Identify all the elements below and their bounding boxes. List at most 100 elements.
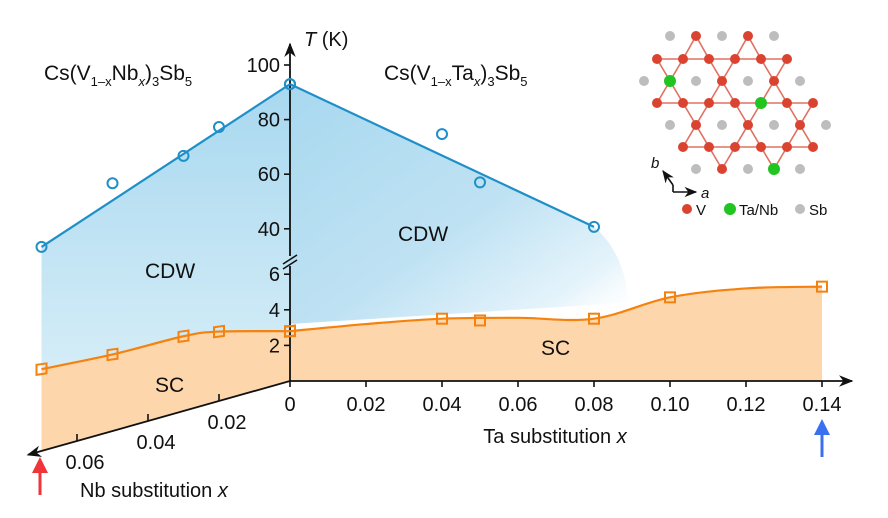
- b-axis-label: b: [651, 155, 659, 172]
- v-atom: [808, 98, 818, 108]
- axes: 40 60 80 100 2 4 6 T (K) 0 0.02 0.04 0.06 0.08 0.10 0.…: [26, 29, 854, 502]
- nb-tick-label: 0.02: [208, 412, 247, 434]
- nb-axis-title: Nb substitution x: [80, 480, 229, 502]
- sb-atom: [717, 120, 727, 130]
- sc-data-point: [35, 362, 48, 376]
- cdw-data-point: [436, 128, 448, 141]
- y-axis-title: T (K): [304, 29, 348, 51]
- v-atom: [691, 31, 701, 41]
- cdw-data-point: [284, 78, 296, 91]
- compound-label-nb: Cs(V1–xNbx)3Sb5: [44, 62, 192, 89]
- ta-tick-label: 0.08: [575, 394, 614, 416]
- sb-atom: [639, 76, 649, 86]
- y-tick-label: 40: [258, 219, 280, 241]
- sc-data-point: [664, 291, 676, 304]
- arrow-head: [32, 457, 48, 473]
- ta-tick-label: 0.06: [499, 394, 538, 416]
- sb-atom: [691, 164, 701, 174]
- cdw-line-ta: [289, 83, 595, 228]
- legend-swatch: [724, 203, 736, 215]
- y-tick-label: 6: [269, 264, 280, 286]
- a-axis-label: a: [701, 185, 709, 202]
- ta-tick-label: 0.04: [423, 394, 462, 416]
- axis-break-mark: [282, 259, 298, 270]
- sb-atom: [769, 120, 779, 130]
- v-atom: [717, 164, 727, 174]
- sc-data-point: [213, 324, 225, 339]
- ta-sample-arrow: [814, 419, 830, 457]
- sb-atom: [795, 76, 805, 86]
- sb-atom: [821, 120, 831, 130]
- ta-tick-label: 0.10: [651, 394, 690, 416]
- ta-nb-atom: [664, 75, 676, 87]
- b-axis-arrow: [662, 169, 674, 186]
- sc-data-point: [284, 325, 296, 338]
- y-tick-label: 60: [258, 164, 280, 186]
- ta-axis-title: Ta substitution x: [483, 426, 627, 448]
- sc-data-point: [474, 314, 486, 327]
- v-atom: [743, 120, 753, 130]
- cdw-region-ta: [290, 84, 629, 325]
- sc-line-nb: [41, 329, 291, 371]
- legend-swatch: [682, 204, 692, 214]
- region-label-sc-ta: SC: [541, 337, 570, 360]
- chart-labels: CDW CDW SC SC Cs(V1–xNbx)3Sb5 Cs(V1–xTax)3Sb5: [44, 62, 570, 397]
- v-atom: [691, 120, 701, 130]
- sc-region-nb: [41, 331, 290, 451]
- v-atom: [730, 142, 740, 152]
- legend-swatch: [795, 204, 805, 214]
- cdw-data-point: [213, 121, 225, 134]
- v-atom: [795, 120, 805, 130]
- legend-label: V: [696, 202, 706, 219]
- v-atom: [704, 142, 714, 152]
- sb-atom: [691, 76, 701, 86]
- sc-region-ta: [290, 286, 822, 381]
- phase-fills: [41, 84, 822, 452]
- sb-atom: [795, 164, 805, 174]
- cdw-data-point: [177, 149, 190, 162]
- sc-data-point: [436, 312, 448, 325]
- legend-label: Sb: [809, 202, 827, 219]
- cdw-data-point: [35, 240, 48, 253]
- sb-atom: [743, 76, 753, 86]
- sc-data-point: [816, 280, 828, 293]
- v-atom: [808, 142, 818, 152]
- y-tick-label: 4: [269, 300, 280, 322]
- sc-line-ta: [289, 285, 823, 333]
- cdw-data-point: [588, 220, 600, 233]
- arrow-head: [814, 419, 830, 435]
- nb-tick-label: 0.04: [137, 432, 176, 454]
- sb-atom: [665, 31, 675, 41]
- v-atom: [717, 76, 727, 86]
- sb-atom: [665, 120, 675, 130]
- ta-tick-label: 0.14: [803, 394, 842, 416]
- ta-tick-label: 0.02: [347, 394, 386, 416]
- ta-tick-label: 0.12: [727, 394, 766, 416]
- ta-nb-atom: [755, 97, 767, 109]
- y-tick-label: 2: [269, 335, 280, 357]
- v-atom: [756, 54, 766, 64]
- v-atom: [782, 142, 792, 152]
- series-lines: [40, 83, 823, 371]
- kagome-lattice-inset: b aV Ta/Nb Sb: [639, 31, 831, 219]
- compound-label-ta: Cs(V1–xTax)3Sb5: [384, 62, 527, 89]
- v-atom: [652, 98, 662, 108]
- nb-tick-label: 0.06: [66, 452, 105, 474]
- region-label-cdw-ta: CDW: [398, 223, 448, 246]
- cdw-data-point: [106, 177, 119, 190]
- y-tick-label: 80: [258, 110, 280, 132]
- sc-data-point: [588, 312, 600, 325]
- v-atom: [743, 31, 753, 41]
- sb-atom: [717, 31, 727, 41]
- v-atom: [730, 98, 740, 108]
- v-atom: [678, 142, 688, 152]
- v-atom: [652, 54, 662, 64]
- sc-data-point: [106, 347, 119, 362]
- cdw-data-point: [474, 176, 486, 189]
- sc-data-point: [177, 329, 190, 344]
- v-atom: [704, 54, 714, 64]
- v-atom: [678, 98, 688, 108]
- cdw-line-nb: [40, 83, 291, 248]
- sb-atom: [743, 164, 753, 174]
